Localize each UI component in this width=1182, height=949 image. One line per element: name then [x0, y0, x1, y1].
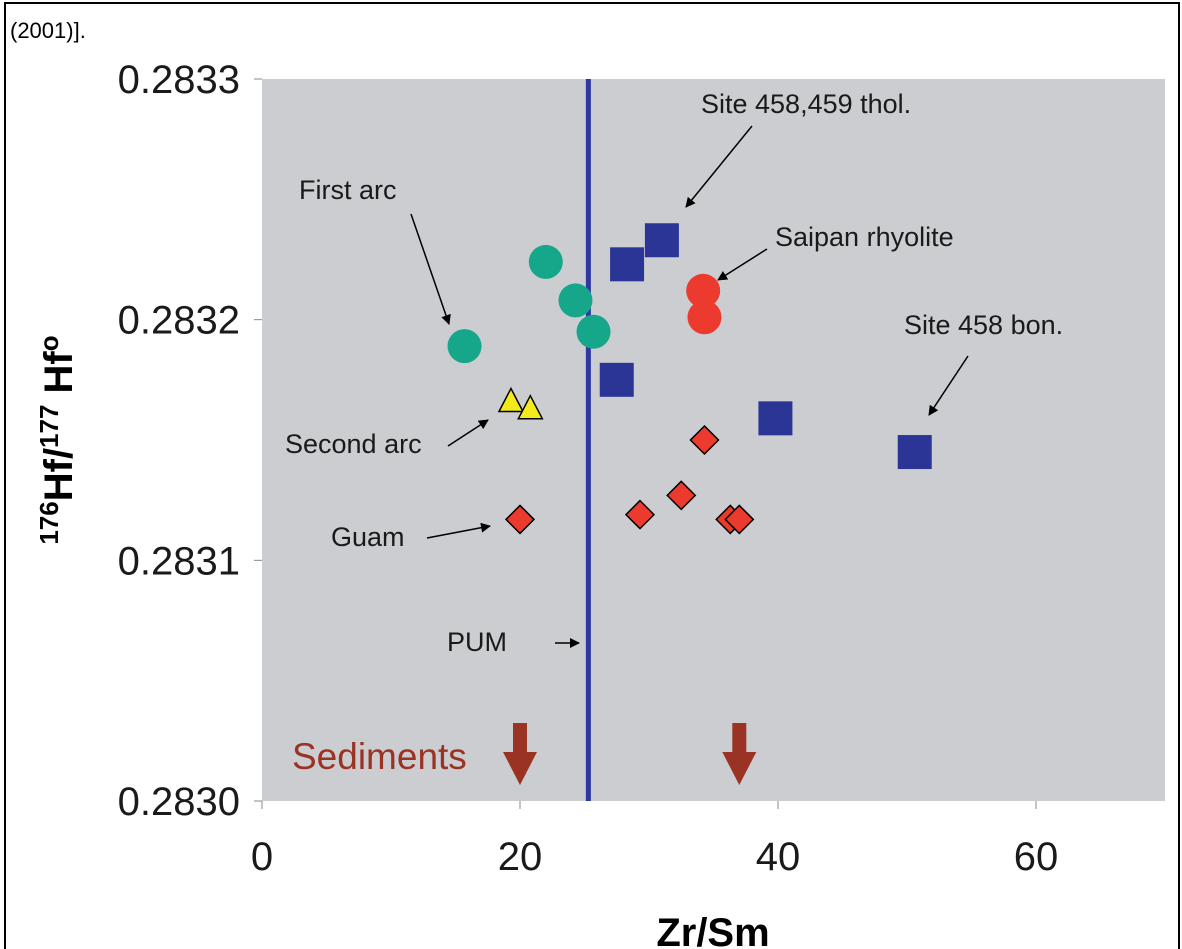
y-base-hf: Hf/: [37, 448, 81, 501]
circle-point: [576, 314, 611, 349]
label-saipan-rhyolite: Saipan rhyolite: [775, 222, 954, 252]
label-first-arc: First arc: [299, 175, 397, 205]
guam-arrow: [426, 522, 491, 539]
square-point: [599, 362, 634, 397]
sediment-arrow: [503, 723, 537, 785]
annotation-arrows: [410, 125, 969, 648]
square-point: [610, 247, 645, 282]
circle-point: [686, 273, 721, 308]
y-tick-label: 0.2832: [118, 299, 240, 343]
y-sup-176: 176: [34, 501, 64, 544]
saipan-arrow: [717, 248, 768, 281]
x-tick-labels: 0 20 40 60: [251, 835, 1058, 879]
y-sup-177: 177: [34, 405, 64, 448]
square-point: [644, 223, 679, 258]
y-base-hf2: Hf: [37, 351, 81, 405]
y-sup-o: o: [34, 335, 64, 351]
diamond-point: [504, 504, 536, 535]
x-tick-label: 20: [498, 835, 543, 879]
site-thol-arrow: [685, 125, 753, 208]
label-second-arc: Second arc: [285, 429, 422, 459]
y-axis-title: 176Hf/177 Hfo: [34, 335, 81, 544]
label-pum: PUM: [447, 627, 507, 657]
label-sediments: Sediments: [292, 736, 467, 777]
sediment-arrows: [503, 723, 757, 785]
circle-point: [558, 283, 593, 318]
axis-ticks: [254, 78, 1037, 809]
diamond-point: [624, 499, 656, 530]
label-site-bon: Site 458 bon.: [904, 310, 1063, 340]
label-site-thol: Site 458,459 thol.: [701, 89, 911, 119]
square-point: [758, 401, 793, 436]
x-tick-label: 60: [1014, 835, 1059, 879]
circle-point: [528, 244, 563, 279]
data-points: [447, 223, 932, 535]
triangle-point: [497, 386, 525, 413]
diamond-point: [689, 424, 720, 456]
x-tick-label: 40: [756, 835, 801, 879]
second-arc-arrow: [447, 419, 489, 447]
label-guam: Guam: [331, 522, 405, 552]
diamond-point: [666, 480, 697, 511]
triangle-point: [517, 394, 544, 420]
square-point: [897, 435, 932, 470]
y-tick-labels: 0.2830 0.2831 0.2832 0.2833: [118, 58, 240, 824]
y-tick-label: 0.2833: [118, 58, 240, 102]
figure-caption: (2001)].: [10, 18, 86, 43]
figure-frame: [4, 2, 1180, 949]
site-bon-arrow: [928, 355, 969, 416]
y-tick-label: 0.2831: [118, 539, 240, 583]
first-arc-arrow: [410, 213, 451, 325]
circle-point: [447, 329, 482, 364]
circle-point: [687, 300, 722, 335]
x-tick-label: 0: [251, 835, 273, 879]
y-tick-label: 0.2830: [118, 780, 240, 824]
sediment-arrow: [722, 723, 757, 785]
diamond-point: [724, 504, 755, 535]
x-axis-title: Zr/Sm: [656, 911, 769, 949]
